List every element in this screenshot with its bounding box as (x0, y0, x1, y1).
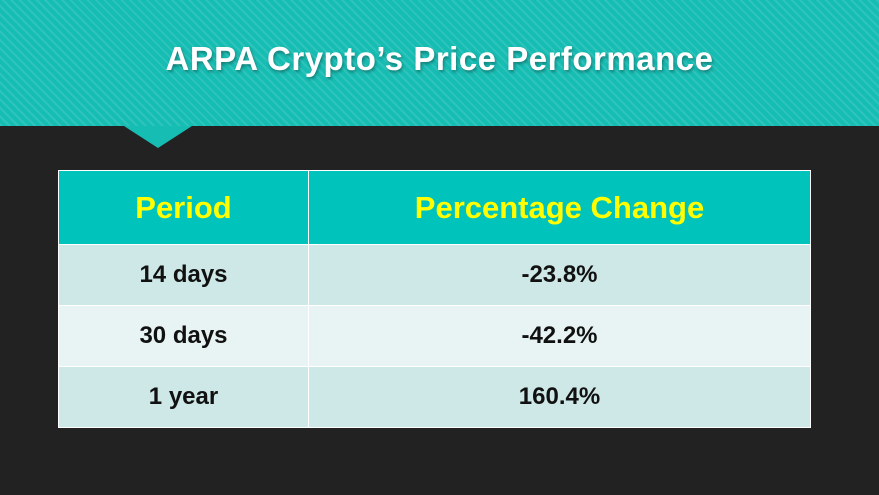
table-row: 1 year 160.4% (58, 366, 811, 428)
table-header-row: Period Percentage Change (58, 170, 811, 245)
performance-table: Period Percentage Change 14 days -23.8% … (58, 170, 811, 428)
header-band (0, 0, 879, 126)
table-row: 14 days -23.8% (58, 244, 811, 306)
column-header-percentage-change: Percentage Change (308, 170, 811, 245)
performance-table-container: Period Percentage Change 14 days -23.8% … (58, 170, 811, 428)
percentage-change-cell: -23.8% (308, 244, 811, 306)
percentage-change-cell: 160.4% (308, 366, 811, 428)
percentage-change-cell: -42.2% (308, 305, 811, 367)
table-row: 30 days -42.2% (58, 305, 811, 367)
period-cell: 30 days (58, 305, 309, 367)
slide-title: ARPA Crypto’s Price Performance (165, 40, 714, 77)
period-cell: 14 days (58, 244, 309, 306)
period-cell: 1 year (58, 366, 309, 428)
header-notch (124, 126, 192, 148)
column-header-period: Period (58, 170, 309, 245)
